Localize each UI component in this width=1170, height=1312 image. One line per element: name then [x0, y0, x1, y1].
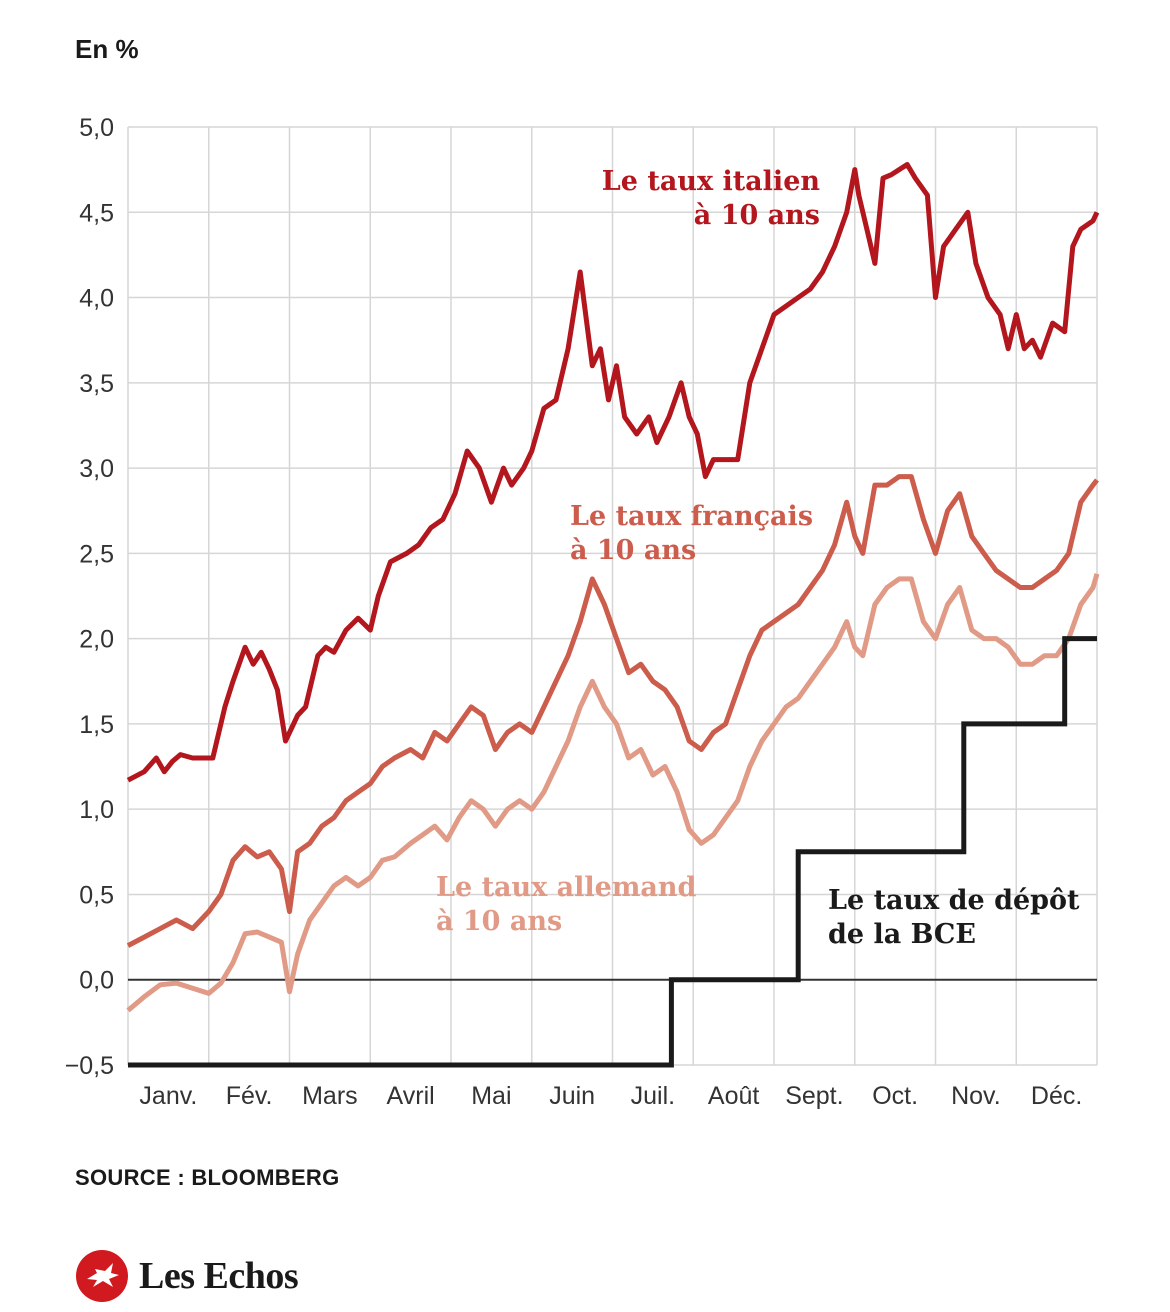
- y-tick-label: 4,0: [79, 285, 114, 313]
- y-axis-ticks: −0,5 0,0 0,5 1,0 1,5 2,0 2,5 3,0 3,5 4,0 4,5 5,0: [65, 114, 114, 1080]
- series-lines: [126, 162, 1100, 1068]
- y-tick-label: 5,0: [79, 114, 114, 142]
- x-tick-label: Oct.: [872, 1082, 918, 1110]
- y-tick-label: 0,0: [79, 967, 114, 995]
- x-tick-label: Janv.: [139, 1082, 197, 1110]
- y-tick-label: 1,5: [79, 711, 114, 739]
- x-tick-label: Juil.: [631, 1082, 675, 1110]
- x-tick-label: Mars: [302, 1082, 358, 1110]
- les-echos-emblem-icon: [76, 1250, 128, 1302]
- italian-rate-line: [126, 162, 1100, 783]
- german-rate-line: [126, 573, 1100, 1013]
- unit-label: En %: [75, 34, 139, 64]
- series-labels: Le taux italien à 10 ans Le taux français à…: [436, 166, 1080, 950]
- line-chart: −0,5 0,0 0,5 1,0 1,5 2,0 2,5 3,0 3,5 4,0 4,5 5,0 Ja…: [65, 114, 1100, 1110]
- y-tick-label: 1,0: [79, 796, 114, 824]
- x-tick-label: Juin: [549, 1082, 595, 1110]
- y-tick-label: 4,5: [79, 199, 114, 227]
- italian-rate-label: Le taux italien à 10 ans: [602, 166, 821, 231]
- vertical-gridlines: [127, 127, 1098, 1065]
- les-echos-logo: Les Echos: [75, 1248, 299, 1304]
- y-tick-label: 3,5: [79, 370, 114, 398]
- x-tick-label: Mai: [471, 1082, 511, 1110]
- y-tick-label: 3,0: [79, 455, 114, 483]
- x-tick-label: Avril: [387, 1082, 435, 1110]
- french-rate-line: [126, 474, 1099, 948]
- y-tick-label: −0,5: [65, 1052, 114, 1080]
- y-tick-label: 2,5: [79, 540, 114, 568]
- x-tick-label: Août: [708, 1082, 759, 1110]
- french-rate-label: Le taux français à 10 ans: [570, 501, 813, 566]
- y-tick-label: 0,5: [79, 881, 114, 909]
- x-tick-label: Déc.: [1031, 1082, 1082, 1110]
- ecb-deposit-rate-label: Le taux de dépôt de la BCE: [828, 885, 1080, 950]
- x-tick-label: Sept.: [785, 1082, 843, 1110]
- y-tick-label: 2,0: [79, 626, 114, 654]
- source-credit: SOURCE : BLOOMBERG: [75, 1165, 340, 1190]
- x-tick-label: Fév.: [226, 1082, 273, 1110]
- german-rate-label: Le taux allemand à 10 ans: [436, 872, 697, 937]
- x-axis-ticks: Janv. Fév. Mars Avril Mai Juin Juil. Août Sept. O…: [139, 1082, 1082, 1110]
- ecb-deposit-rate-line: [128, 636, 1097, 1068]
- brand-name: Les Echos: [139, 1255, 299, 1297]
- x-tick-label: Nov.: [951, 1082, 1001, 1110]
